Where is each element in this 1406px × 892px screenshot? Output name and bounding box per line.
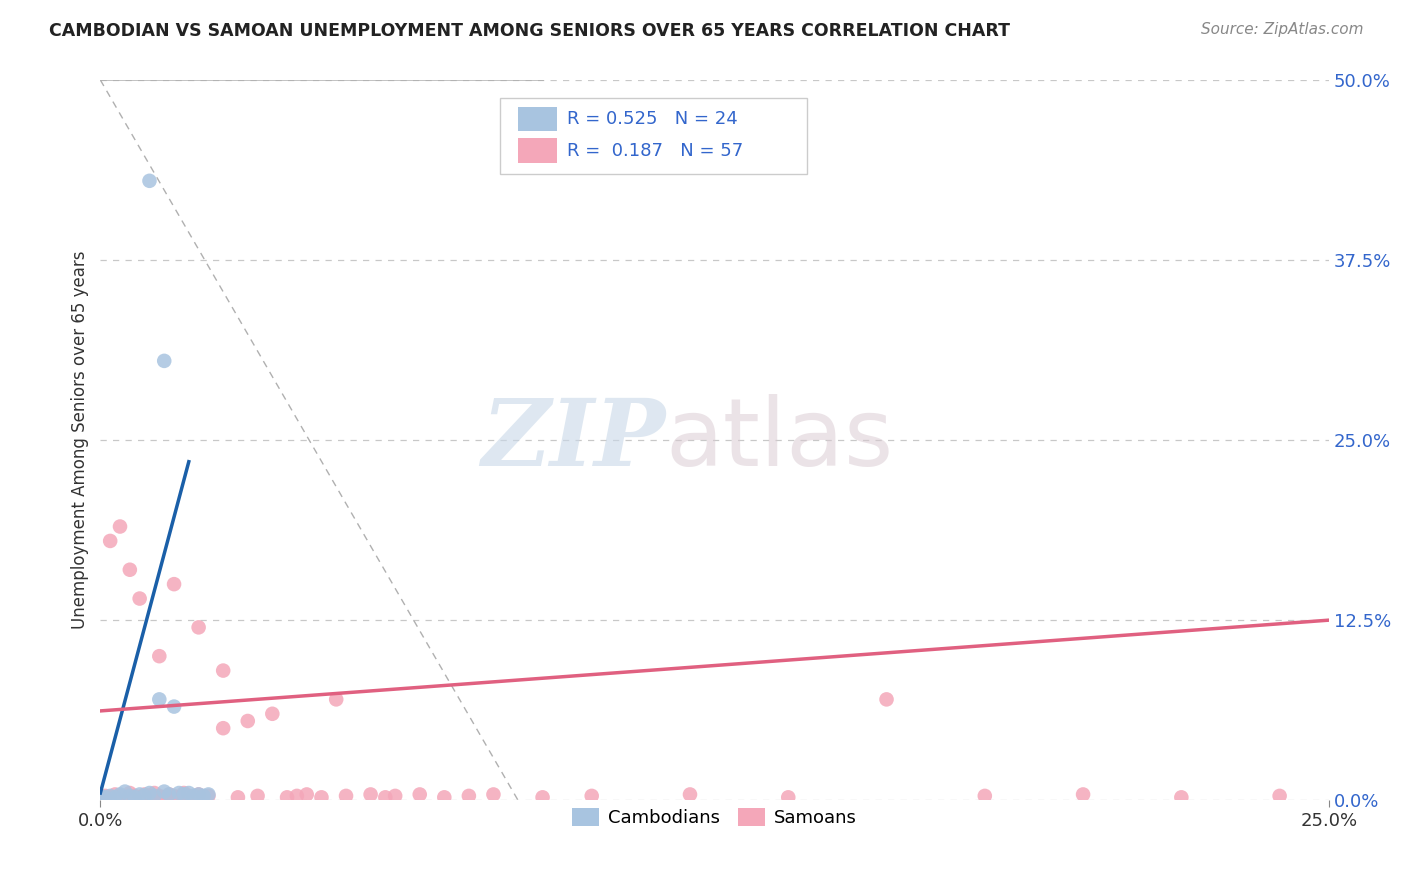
Point bbox=[138, 174, 160, 188]
Point bbox=[134, 789, 156, 803]
Point bbox=[173, 786, 195, 800]
Point bbox=[187, 788, 209, 802]
Point bbox=[153, 784, 176, 798]
Text: Source: ZipAtlas.com: Source: ZipAtlas.com bbox=[1201, 22, 1364, 37]
Point bbox=[1071, 788, 1094, 802]
Point bbox=[138, 789, 160, 803]
Point bbox=[457, 789, 479, 803]
Point bbox=[374, 790, 396, 805]
Point bbox=[163, 789, 186, 803]
Point bbox=[138, 786, 160, 800]
Text: atlas: atlas bbox=[665, 394, 894, 486]
Point bbox=[531, 790, 554, 805]
Point bbox=[212, 664, 235, 678]
Point bbox=[148, 649, 170, 664]
Point bbox=[118, 786, 141, 800]
Point bbox=[433, 790, 456, 805]
FancyBboxPatch shape bbox=[499, 98, 807, 174]
Point bbox=[108, 519, 131, 533]
Point bbox=[143, 789, 166, 803]
Text: CAMBODIAN VS SAMOAN UNEMPLOYMENT AMONG SENIORS OVER 65 YEARS CORRELATION CHART: CAMBODIAN VS SAMOAN UNEMPLOYMENT AMONG S… bbox=[49, 22, 1010, 40]
Point bbox=[482, 788, 505, 802]
FancyBboxPatch shape bbox=[517, 107, 557, 131]
Point bbox=[128, 790, 150, 805]
Point bbox=[236, 714, 259, 728]
Point bbox=[104, 788, 127, 802]
Point bbox=[153, 790, 176, 805]
Point bbox=[679, 788, 702, 802]
Point bbox=[94, 789, 117, 803]
Point bbox=[118, 789, 141, 803]
Point bbox=[163, 577, 186, 591]
Text: R = 0.525   N = 24: R = 0.525 N = 24 bbox=[567, 110, 738, 128]
Point bbox=[187, 788, 209, 802]
Point bbox=[128, 591, 150, 606]
Y-axis label: Unemployment Among Seniors over 65 years: Unemployment Among Seniors over 65 years bbox=[72, 251, 89, 630]
Point bbox=[335, 789, 357, 803]
Point bbox=[108, 788, 131, 802]
Point bbox=[973, 789, 995, 803]
Point bbox=[262, 706, 284, 721]
Point bbox=[212, 721, 235, 735]
Point bbox=[114, 784, 136, 798]
Point bbox=[177, 786, 200, 800]
Point bbox=[197, 789, 219, 803]
Point bbox=[409, 788, 432, 802]
Point bbox=[226, 790, 249, 805]
Legend: Cambodians, Samoans: Cambodians, Samoans bbox=[565, 801, 865, 834]
Point bbox=[128, 788, 150, 802]
Point bbox=[124, 790, 146, 805]
Point bbox=[778, 790, 800, 805]
Point bbox=[98, 790, 121, 805]
Point bbox=[124, 789, 146, 803]
Point bbox=[118, 563, 141, 577]
Point bbox=[89, 789, 111, 803]
Point bbox=[157, 788, 180, 802]
Point bbox=[157, 788, 180, 802]
Point bbox=[183, 789, 205, 803]
Point bbox=[276, 790, 298, 805]
FancyBboxPatch shape bbox=[517, 138, 557, 163]
Point bbox=[143, 786, 166, 800]
Point bbox=[134, 788, 156, 802]
Point bbox=[325, 692, 347, 706]
Point bbox=[98, 533, 121, 548]
Point bbox=[148, 789, 170, 803]
Point bbox=[98, 789, 121, 803]
Point bbox=[163, 699, 186, 714]
Text: R =  0.187   N = 57: R = 0.187 N = 57 bbox=[567, 142, 744, 160]
Point bbox=[246, 789, 269, 803]
Text: ZIP: ZIP bbox=[481, 395, 665, 485]
Point bbox=[108, 789, 131, 803]
Point bbox=[581, 789, 603, 803]
Point bbox=[173, 788, 195, 802]
Point bbox=[153, 354, 176, 368]
Point bbox=[360, 788, 382, 802]
Point bbox=[183, 790, 205, 805]
Point bbox=[148, 692, 170, 706]
Point bbox=[295, 788, 318, 802]
Point bbox=[311, 790, 333, 805]
Point bbox=[167, 790, 190, 805]
Point bbox=[89, 790, 111, 805]
Point bbox=[177, 789, 200, 803]
Point bbox=[187, 620, 209, 634]
Point bbox=[193, 789, 215, 803]
Point bbox=[1170, 790, 1192, 805]
Point bbox=[384, 789, 406, 803]
Point bbox=[94, 790, 117, 805]
Point bbox=[876, 692, 898, 706]
Point bbox=[285, 789, 308, 803]
Point bbox=[89, 790, 111, 805]
Point bbox=[167, 786, 190, 800]
Point bbox=[1268, 789, 1291, 803]
Point bbox=[114, 790, 136, 805]
Point bbox=[197, 788, 219, 802]
Point bbox=[104, 790, 127, 805]
